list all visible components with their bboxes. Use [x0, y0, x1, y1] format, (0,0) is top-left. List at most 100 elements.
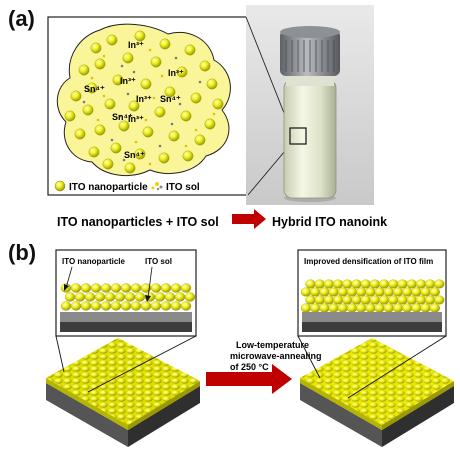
dense-particle [329, 304, 339, 313]
ion-label-7: In³⁺ [128, 114, 144, 124]
nanoparticle-4 [185, 45, 195, 55]
nanoparticle-33 [111, 143, 121, 153]
nanoparticle-36 [183, 151, 193, 161]
dense-particle [342, 296, 352, 305]
inset-particle [125, 293, 135, 302]
nanoparticle-23 [155, 107, 165, 117]
inset-particle [181, 302, 191, 311]
dense-particle [411, 288, 421, 297]
nanoparticle-19 [65, 111, 75, 121]
inset-particle [91, 284, 101, 293]
dense-particle [430, 288, 440, 297]
nanoparticle-1 [107, 35, 117, 45]
dense-particle [425, 280, 435, 289]
inset-particle [95, 293, 105, 302]
dense-particle [375, 288, 385, 297]
dense-particle [324, 280, 334, 289]
dense-particle [407, 296, 417, 305]
dense-particle [352, 296, 362, 305]
dense-particle [393, 288, 403, 297]
inset-particle [115, 293, 125, 302]
inset-particle [121, 302, 131, 311]
sol-dot-22 [149, 163, 152, 166]
left-film-slab [46, 338, 200, 447]
sol-dot-20 [185, 145, 188, 148]
left-zoom-line-1 [56, 336, 64, 372]
sol-dot-23 [83, 101, 86, 104]
legend-sol-label: ITO sol [166, 182, 200, 193]
dense-particle [361, 296, 371, 305]
inset-particle [81, 302, 91, 311]
ion-label-1: Sn⁴⁺ [84, 84, 105, 94]
ion-label-4: Sn⁴⁺ [160, 94, 181, 104]
dense-particle [356, 288, 366, 297]
ion-label-0: In³⁺ [128, 40, 144, 50]
inset-particle [91, 302, 101, 311]
vial-body [284, 80, 336, 198]
sol-dot-15 [171, 123, 174, 126]
inset-particle [121, 284, 131, 293]
inset-particle [65, 293, 75, 302]
sol-dot-9 [127, 93, 130, 96]
dense-particle [342, 280, 352, 289]
ion-label-8: Sn⁴⁺ [124, 150, 145, 160]
nanoparticle-32 [89, 147, 99, 157]
process-line-2: microwave-annealing [230, 351, 322, 361]
inset-particle [71, 284, 81, 293]
dense-particle [338, 304, 348, 313]
dense-particle [388, 280, 398, 289]
nanoparticle-7 [95, 59, 105, 69]
dense-particle [310, 304, 320, 313]
dense-particle [329, 288, 339, 297]
inset-particle [141, 302, 151, 311]
inset-particle [81, 284, 91, 293]
sol-dot-2 [149, 49, 152, 52]
inset-particle [75, 293, 85, 302]
inset-particle [111, 284, 121, 293]
dense-particle [421, 288, 431, 297]
dense-particle [370, 280, 380, 289]
dense-particle [338, 288, 348, 297]
dense-particle [421, 304, 431, 313]
process-line-1: Low-temperature [236, 340, 309, 350]
sol-dot-14 [145, 119, 148, 122]
dense-particle [333, 280, 343, 289]
ion-label-2: In³⁺ [120, 76, 136, 86]
nanoparticle-25 [205, 119, 215, 129]
sol-dot-10 [153, 97, 156, 100]
inset-particle [131, 284, 141, 293]
dense-particle [434, 280, 444, 289]
inset-particle [171, 284, 181, 293]
dense-particle [434, 296, 444, 305]
inset-particle [101, 302, 111, 311]
dense-particle [347, 288, 357, 297]
inset-particle [161, 284, 171, 293]
dense-particle [430, 304, 440, 313]
nanoparticle-3 [160, 39, 170, 49]
dense-particle [384, 304, 394, 313]
inset-particle [105, 293, 115, 302]
inset-particle [151, 284, 161, 293]
dense-particle [356, 304, 366, 313]
nanoparticle-37 [125, 163, 135, 173]
dense-particle [398, 280, 408, 289]
dense-particle [402, 288, 412, 297]
dense-particle [315, 280, 325, 289]
legend-nanoparticle-label: ITO nanoparticle [69, 182, 148, 193]
dense-particle [365, 304, 375, 313]
dense-particle [411, 304, 421, 313]
nanoparticle-8 [123, 53, 133, 63]
dense-particle [379, 280, 389, 289]
dense-particle [301, 288, 311, 297]
inset-particle [161, 302, 171, 311]
nanoparticle-6 [79, 65, 89, 75]
inset-particle [165, 293, 175, 302]
nanoparticle-27 [95, 125, 105, 135]
right-inset-particles [301, 280, 444, 313]
sol-dot-3 [175, 57, 178, 60]
sol-dot-16 [195, 129, 198, 132]
dense-particle [379, 296, 389, 305]
nanoparticle-11 [207, 79, 217, 89]
nanoparticle-15 [141, 79, 151, 89]
inset-particle [85, 293, 95, 302]
